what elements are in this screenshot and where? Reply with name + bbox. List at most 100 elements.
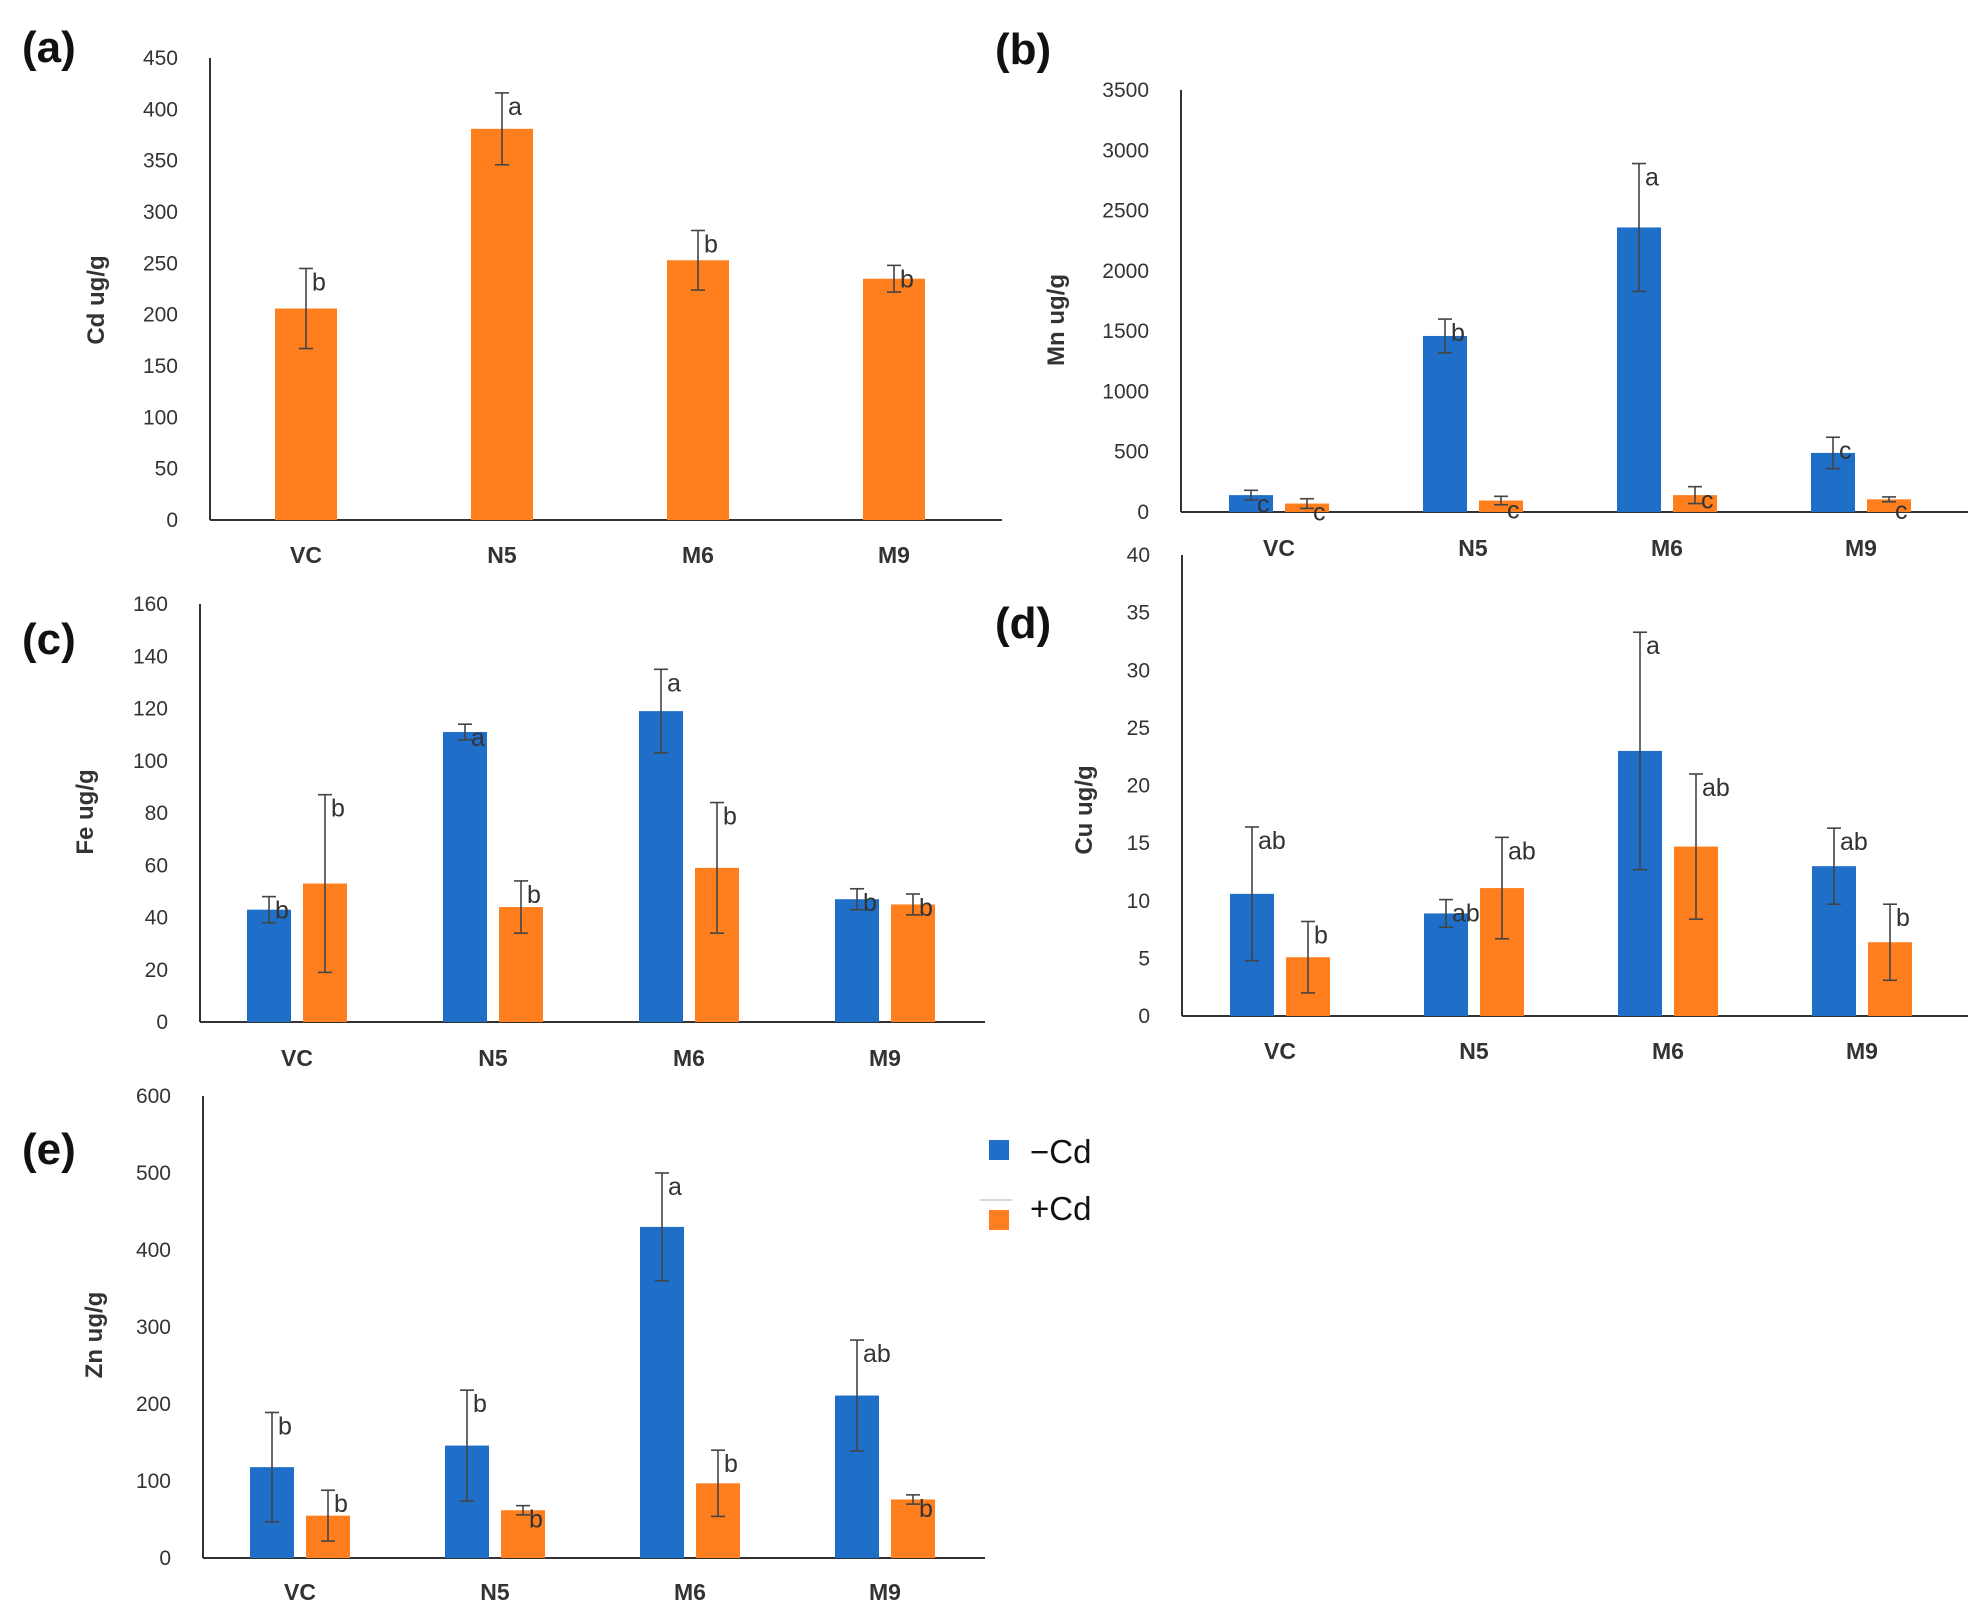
y-tick-label: 50 bbox=[155, 458, 178, 481]
x-tick-label: M6 bbox=[1651, 535, 1683, 561]
y-tick-label: 150 bbox=[143, 355, 178, 378]
significance-letter: a bbox=[1645, 164, 1659, 192]
y-tick-label: 3500 bbox=[1102, 79, 1149, 102]
y-tick-label: 25 bbox=[1127, 717, 1150, 740]
significance-letter: b bbox=[312, 268, 326, 296]
significance-letter: c bbox=[1895, 497, 1908, 525]
y-tick-label: 0 bbox=[1138, 1005, 1150, 1028]
significance-letter: ab bbox=[1452, 900, 1480, 928]
significance-letter: b bbox=[334, 1490, 348, 1518]
chart-panel-1: (a) Cd ug/g 0 50 100 150 200 250 300 350 400 450 VC b… bbox=[22, 23, 1002, 568]
x-tick-label: M9 bbox=[869, 1045, 901, 1071]
y-tick-label: 1500 bbox=[1102, 320, 1149, 343]
x-tick-label: M9 bbox=[869, 1579, 901, 1605]
significance-letter: b bbox=[919, 1495, 933, 1523]
y-tick-label: 250 bbox=[143, 252, 178, 275]
y-tick-label: 120 bbox=[133, 698, 168, 721]
y-tick-label: 400 bbox=[143, 98, 178, 121]
y-axis-label: Mn ug/g bbox=[1043, 274, 1070, 366]
y-tick-label: 400 bbox=[136, 1239, 171, 1262]
bar-plus-cd bbox=[863, 278, 925, 520]
significance-letter: b bbox=[919, 894, 933, 922]
bar-plus-cd bbox=[891, 904, 935, 1022]
significance-letter: b bbox=[704, 230, 718, 258]
significance-letter: a bbox=[668, 1173, 682, 1201]
x-tick-label: N5 bbox=[487, 542, 517, 568]
x-tick-label: VC bbox=[284, 1579, 316, 1605]
panel-label: (b) bbox=[995, 25, 1051, 74]
y-tick-label: 5 bbox=[1138, 947, 1150, 970]
significance-letter: b bbox=[900, 265, 914, 293]
bar-plus-cd bbox=[667, 260, 729, 520]
significance-letter: a bbox=[667, 669, 681, 697]
x-tick-label: N5 bbox=[1459, 1038, 1489, 1064]
x-tick-label: M9 bbox=[1845, 535, 1877, 561]
significance-letter: b bbox=[1451, 319, 1465, 347]
y-tick-label: 500 bbox=[1114, 441, 1149, 464]
x-tick-label: VC bbox=[1263, 535, 1295, 561]
y-tick-label: 0 bbox=[159, 1547, 171, 1570]
bar-plus-cd bbox=[891, 1499, 935, 1558]
y-tick-label: 100 bbox=[143, 406, 178, 429]
y-tick-label: 0 bbox=[156, 1011, 168, 1034]
significance-letter: b bbox=[723, 803, 737, 831]
y-tick-label: 300 bbox=[136, 1316, 171, 1339]
y-tick-label: 600 bbox=[136, 1085, 171, 1108]
y-axis-label: Fe ug/g bbox=[72, 769, 99, 854]
significance-letter: ab bbox=[1840, 828, 1868, 856]
bar-plus-cd bbox=[471, 128, 533, 520]
y-tick-label: 0 bbox=[166, 509, 178, 532]
y-tick-label: 200 bbox=[136, 1393, 171, 1416]
x-tick-label: M9 bbox=[1846, 1038, 1878, 1064]
y-tick-label: 450 bbox=[143, 47, 178, 70]
significance-letter: c bbox=[1701, 487, 1714, 515]
significance-letter: ab bbox=[1702, 774, 1730, 802]
y-tick-label: 60 bbox=[145, 854, 168, 877]
chart-panel-4: (d)Cu ug/g0510152025303540VCabbN5ababM6a… bbox=[995, 544, 1968, 1064]
x-tick-label: VC bbox=[290, 542, 322, 568]
y-tick-label: 500 bbox=[136, 1162, 171, 1185]
significance-letter: a bbox=[508, 93, 522, 121]
significance-letter: ab bbox=[1258, 827, 1286, 855]
legend-label-plus-cd: +Cd bbox=[1030, 1190, 1091, 1227]
panel-label: (e) bbox=[22, 1125, 76, 1174]
significance-letter: b bbox=[331, 795, 345, 823]
x-tick-label: M6 bbox=[673, 1045, 705, 1071]
significance-letter: b bbox=[473, 1390, 487, 1418]
bar-minus-cd bbox=[443, 732, 487, 1022]
bar-minus-cd bbox=[1424, 913, 1468, 1016]
y-tick-label: 20 bbox=[1127, 775, 1150, 798]
x-tick-label: M6 bbox=[682, 542, 714, 568]
chart-panel-3: (c) Fe ug/g 0 20 40 60 80 100 120 140 160 VC b b N5 a b M… bbox=[22, 593, 985, 1071]
bar-minus-cd bbox=[1423, 335, 1467, 512]
bar-minus-cd bbox=[247, 909, 291, 1022]
significance-letter: c bbox=[1313, 499, 1326, 527]
legend-label-minus-cd: −Cd bbox=[1030, 1133, 1091, 1170]
bar-minus-cd bbox=[1229, 495, 1273, 512]
bar-minus-cd bbox=[835, 899, 879, 1022]
significance-letter: b bbox=[724, 1450, 738, 1478]
significance-letter: b bbox=[527, 881, 541, 909]
y-tick-label: 10 bbox=[1127, 890, 1150, 913]
y-tick-label: 200 bbox=[143, 304, 178, 327]
significance-letter: c bbox=[1839, 437, 1852, 465]
x-tick-label: N5 bbox=[478, 1045, 508, 1071]
y-tick-label: 40 bbox=[145, 907, 168, 930]
x-tick-label: N5 bbox=[480, 1579, 510, 1605]
bar-plus-cd bbox=[501, 1510, 545, 1558]
y-tick-label: 2000 bbox=[1102, 260, 1149, 283]
y-axis-label: Zn ug/g bbox=[81, 1292, 108, 1379]
x-tick-label: VC bbox=[1264, 1038, 1296, 1064]
legend-swatch-plus-cd bbox=[989, 1210, 1009, 1230]
legend-swatch-minus-cd bbox=[989, 1140, 1009, 1160]
y-tick-label: 3000 bbox=[1102, 139, 1149, 162]
chart-panel-5: (e) Zn ug/g 0 100 200 300 400 500 600 VC b b N5 b b M6 a… bbox=[22, 1085, 985, 1605]
significance-letter: c bbox=[1257, 490, 1270, 518]
bar-plus-cd bbox=[1479, 500, 1523, 512]
y-tick-label: 350 bbox=[143, 150, 178, 173]
y-tick-label: 100 bbox=[136, 1470, 171, 1493]
y-tick-label: 35 bbox=[1127, 602, 1150, 625]
y-tick-label: 15 bbox=[1127, 832, 1150, 855]
x-tick-label: M6 bbox=[674, 1579, 706, 1605]
